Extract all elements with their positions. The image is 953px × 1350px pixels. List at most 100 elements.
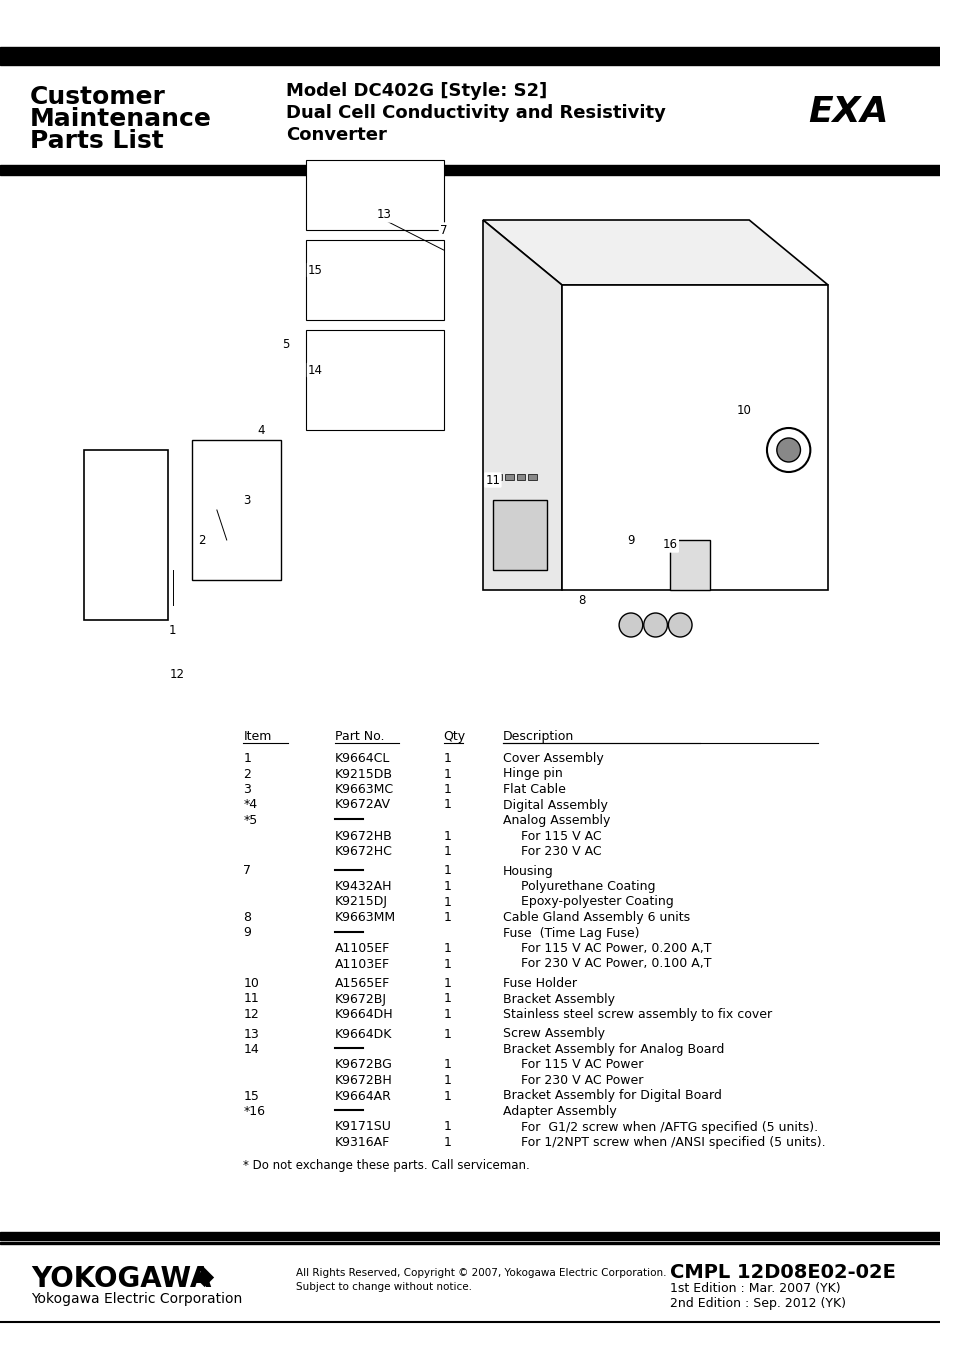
Text: K9664DH: K9664DH bbox=[335, 1008, 394, 1021]
Text: 1: 1 bbox=[443, 1008, 451, 1021]
Text: Item: Item bbox=[243, 730, 272, 742]
Text: Screw Assembly: Screw Assembly bbox=[502, 1027, 604, 1041]
Text: 1: 1 bbox=[443, 992, 451, 1006]
Text: 1: 1 bbox=[443, 1027, 451, 1041]
Text: Digital Assembly: Digital Assembly bbox=[502, 798, 607, 811]
Text: Fuse Holder: Fuse Holder bbox=[502, 977, 577, 990]
Text: *16: *16 bbox=[243, 1106, 265, 1118]
Text: K9672BJ: K9672BJ bbox=[335, 992, 387, 1006]
Text: K9672BG: K9672BG bbox=[335, 1058, 393, 1072]
Polygon shape bbox=[561, 285, 827, 590]
Text: K9663MM: K9663MM bbox=[335, 911, 395, 923]
Text: Adapter Assembly: Adapter Assembly bbox=[502, 1106, 616, 1118]
Text: EXA: EXA bbox=[807, 95, 888, 130]
Text: K9672HB: K9672HB bbox=[335, 829, 393, 842]
Text: K9672HC: K9672HC bbox=[335, 845, 393, 859]
Text: Yokogawa Electric Corporation: Yokogawa Electric Corporation bbox=[31, 1292, 243, 1305]
Text: 1: 1 bbox=[443, 752, 451, 765]
Circle shape bbox=[668, 613, 691, 637]
Text: K9664DK: K9664DK bbox=[335, 1027, 392, 1041]
Text: A1103EF: A1103EF bbox=[335, 957, 390, 971]
Bar bbox=[0, 1242, 940, 1243]
Text: Description: Description bbox=[502, 730, 574, 742]
Text: 15: 15 bbox=[243, 1089, 259, 1103]
Text: 10: 10 bbox=[736, 404, 751, 417]
Bar bbox=[305, 240, 443, 320]
Text: Bracket Assembly: Bracket Assembly bbox=[502, 992, 614, 1006]
Text: ◆: ◆ bbox=[195, 1265, 214, 1289]
Circle shape bbox=[776, 437, 800, 462]
Text: 12: 12 bbox=[170, 668, 185, 682]
Polygon shape bbox=[482, 220, 827, 285]
Text: 8: 8 bbox=[243, 911, 252, 923]
Text: *5: *5 bbox=[243, 814, 257, 828]
Text: 1: 1 bbox=[443, 957, 451, 971]
Text: Converter: Converter bbox=[286, 126, 386, 144]
Bar bbox=[504, 474, 513, 481]
Text: 1: 1 bbox=[443, 1058, 451, 1072]
Text: 1: 1 bbox=[443, 864, 451, 878]
Text: YOKOGAWA: YOKOGAWA bbox=[31, 1265, 212, 1293]
Bar bbox=[493, 474, 501, 481]
Text: 3: 3 bbox=[243, 783, 251, 796]
Text: Qty: Qty bbox=[443, 730, 465, 742]
Text: 12: 12 bbox=[243, 1008, 259, 1021]
Text: 2: 2 bbox=[198, 533, 206, 547]
Text: Parts List: Parts List bbox=[30, 130, 163, 153]
Text: Part No.: Part No. bbox=[335, 730, 384, 742]
Circle shape bbox=[618, 613, 642, 637]
Text: K9672AV: K9672AV bbox=[335, 798, 391, 811]
Text: * Do not exchange these parts. Call serviceman.: * Do not exchange these parts. Call serv… bbox=[243, 1160, 530, 1173]
Text: 10: 10 bbox=[243, 977, 259, 990]
Text: 1: 1 bbox=[443, 942, 451, 954]
Text: For 230 V AC Power: For 230 V AC Power bbox=[520, 1075, 642, 1087]
Bar bbox=[528, 474, 537, 481]
Text: 11: 11 bbox=[243, 992, 259, 1006]
Text: Customer: Customer bbox=[30, 85, 165, 109]
Text: 1: 1 bbox=[443, 845, 451, 859]
Text: K9663MC: K9663MC bbox=[335, 783, 394, 796]
Text: 3: 3 bbox=[242, 494, 250, 506]
Bar bbox=[0, 165, 940, 176]
FancyBboxPatch shape bbox=[84, 450, 168, 620]
Text: 15: 15 bbox=[308, 263, 322, 277]
Text: 14: 14 bbox=[243, 1044, 259, 1056]
Text: 2nd Edition : Sep. 2012 (YK): 2nd Edition : Sep. 2012 (YK) bbox=[670, 1297, 845, 1310]
Text: K9215DB: K9215DB bbox=[335, 768, 393, 780]
Bar bbox=[670, 540, 709, 590]
Text: Analog Assembly: Analog Assembly bbox=[502, 814, 610, 828]
Text: 9: 9 bbox=[243, 926, 251, 940]
Text: 9: 9 bbox=[626, 533, 634, 547]
Text: 13: 13 bbox=[376, 208, 392, 221]
Circle shape bbox=[766, 428, 809, 472]
Text: Fuse  (Time Lag Fuse): Fuse (Time Lag Fuse) bbox=[502, 926, 639, 940]
Text: 1: 1 bbox=[443, 798, 451, 811]
Text: 7: 7 bbox=[439, 224, 447, 236]
Text: 1: 1 bbox=[443, 1135, 451, 1149]
Text: K9664AR: K9664AR bbox=[335, 1089, 392, 1103]
Text: K9316AF: K9316AF bbox=[335, 1135, 390, 1149]
Polygon shape bbox=[482, 220, 561, 590]
Bar bbox=[516, 474, 525, 481]
Bar bbox=[0, 1233, 940, 1241]
Text: For  G1/2 screw when /AFTG specified (5 units).: For G1/2 screw when /AFTG specified (5 u… bbox=[520, 1120, 817, 1134]
Text: Bracket Assembly for Digital Board: Bracket Assembly for Digital Board bbox=[502, 1089, 720, 1103]
Text: Epoxy-polyester Coating: Epoxy-polyester Coating bbox=[520, 895, 673, 909]
Text: 1: 1 bbox=[443, 911, 451, 923]
Text: CMPL 12D08E02-02E: CMPL 12D08E02-02E bbox=[670, 1264, 895, 1282]
Text: 1: 1 bbox=[443, 1089, 451, 1103]
Text: 1: 1 bbox=[443, 880, 451, 892]
Text: 1: 1 bbox=[443, 829, 451, 842]
Bar bbox=[0, 47, 940, 65]
Text: Maintenance: Maintenance bbox=[30, 107, 212, 131]
Bar bbox=[305, 329, 443, 431]
Text: 1: 1 bbox=[443, 977, 451, 990]
Text: K9664CL: K9664CL bbox=[335, 752, 390, 765]
Text: For 230 V AC: For 230 V AC bbox=[520, 845, 600, 859]
Text: Cable Gland Assembly 6 units: Cable Gland Assembly 6 units bbox=[502, 911, 689, 923]
Text: *4: *4 bbox=[243, 798, 257, 811]
Text: 1: 1 bbox=[243, 752, 251, 765]
Text: Model DC402G [Style: S2]: Model DC402G [Style: S2] bbox=[286, 82, 547, 100]
Bar bbox=[493, 500, 547, 570]
Text: All Rights Reserved, Copyright © 2007, Yokogawa Electric Corporation.
Subject to: All Rights Reserved, Copyright © 2007, Y… bbox=[295, 1268, 665, 1292]
